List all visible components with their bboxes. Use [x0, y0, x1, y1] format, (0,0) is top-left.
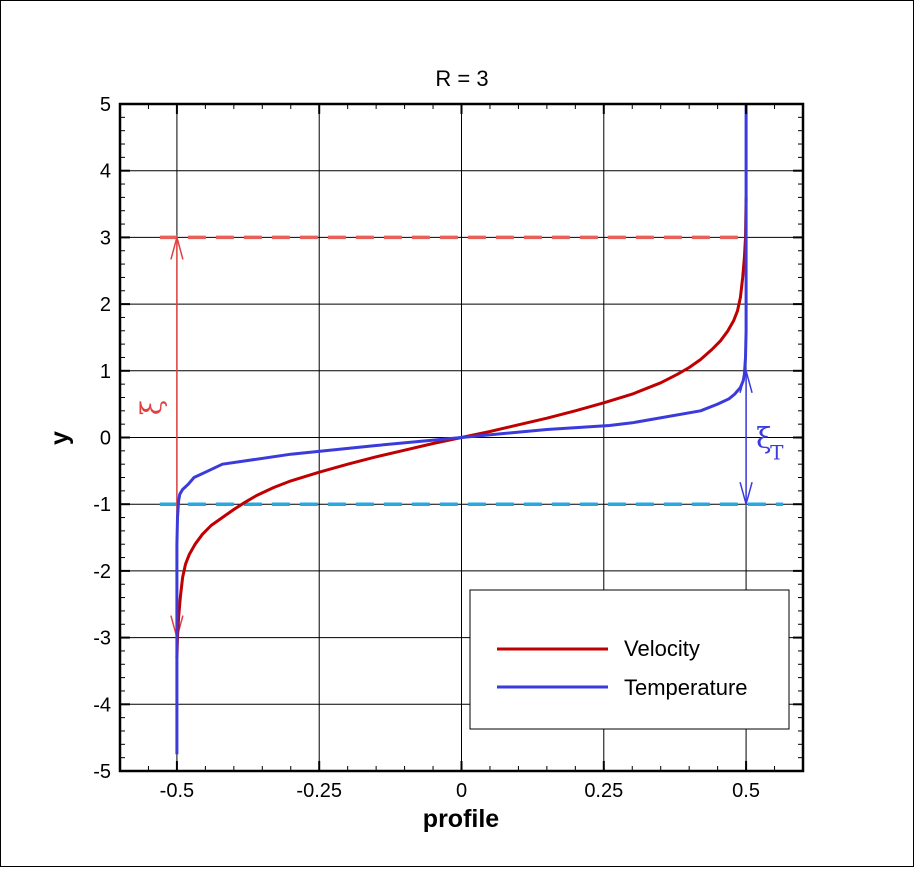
annotation-subscript-1: T	[770, 441, 784, 465]
y-tick-label-6: 1	[100, 361, 111, 383]
tick-labels: -0.5 -0.25 0 0.25 0.5 -5 -4 -3 -2 -1 0 1 2 3 4 5	[93, 94, 760, 802]
legend-label-velocity: Velocity	[624, 636, 700, 661]
y-tick-label-2: -3	[93, 628, 111, 650]
y-tick-label-5: 0	[100, 428, 111, 450]
annotation-label-0: ξ	[135, 400, 168, 415]
legend: Velocity Temperature	[469, 589, 790, 730]
reference-lines	[159, 235, 784, 506]
x-tick-label-0: -0.5	[160, 780, 194, 802]
y-tick-label-9: 4	[100, 161, 111, 183]
x-tick-label-3: 0.25	[584, 780, 623, 802]
series-line-temperature	[175, 104, 748, 755]
y-tick-label-4: -1	[93, 494, 111, 516]
ticks	[119, 103, 804, 772]
y-tick-label-10: 5	[100, 94, 111, 116]
y-tick-label-8: 3	[100, 227, 111, 249]
x-tick-label-1: -0.25	[296, 780, 342, 802]
x-tick-label-4: 0.5	[732, 780, 760, 802]
y-axis-title: y	[46, 431, 74, 445]
x-tick-label-2: 0	[456, 780, 467, 802]
x-axis-title: profile	[423, 805, 499, 833]
chart-title: R = 3	[435, 66, 488, 91]
annotation-arrowhead-0-b	[170, 234, 184, 260]
y-tick-label-0: -5	[93, 761, 111, 783]
y-tick-label-3: -2	[93, 561, 111, 583]
annotation-arrowhead-1-b	[739, 482, 753, 508]
y-tick-label-1: -4	[93, 694, 111, 716]
series-group	[175, 104, 748, 755]
annotation-label-1: ξ	[756, 422, 771, 455]
legend-box	[469, 589, 790, 730]
legend-label-temperature: Temperature	[624, 675, 748, 700]
series-line-velocity	[175, 197, 748, 658]
y-tick-label-7: 2	[100, 294, 111, 316]
